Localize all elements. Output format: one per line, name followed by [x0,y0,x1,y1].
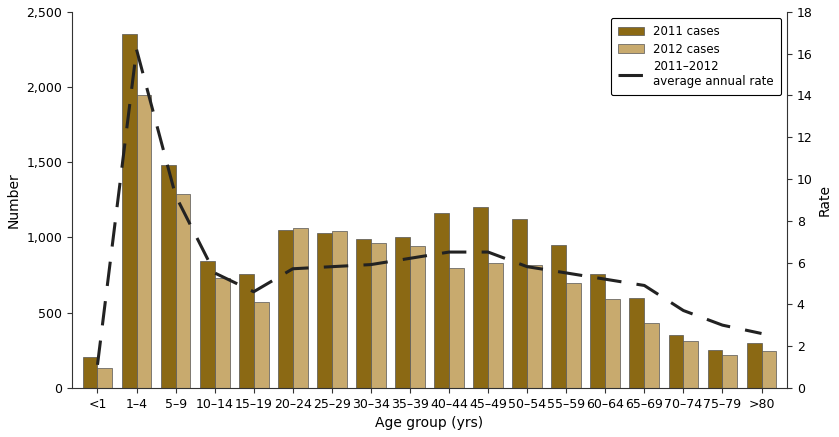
Bar [200,261,215,388]
Bar [707,350,722,388]
Legend: 2011 cases, 2012 cases, 2011–2012
average annual rate: 2011 cases, 2012 cases, 2011–2012 averag… [611,18,781,95]
Bar [527,264,542,388]
Bar [435,213,449,388]
Bar [722,355,737,388]
Bar [669,335,684,388]
Bar [97,368,112,388]
Bar [605,299,620,388]
Bar [644,323,659,388]
Bar [278,230,293,388]
Y-axis label: Number: Number [7,172,21,228]
Bar [83,357,97,388]
Bar [551,245,566,388]
Bar [566,283,581,388]
Bar [137,95,151,388]
Bar [488,263,503,388]
Bar [629,298,644,388]
Bar [473,208,488,388]
Bar [293,229,308,388]
Bar [175,194,190,388]
Bar [215,278,230,388]
Bar [317,233,332,388]
Y-axis label: Rate: Rate [818,184,832,216]
Bar [449,267,464,388]
X-axis label: Age group (yrs): Age group (yrs) [375,416,483,430]
Bar [410,246,425,388]
Bar [684,341,698,388]
Bar [747,343,762,388]
Bar [395,237,410,388]
Bar [122,35,137,388]
Bar [239,274,253,388]
Bar [762,351,776,388]
Bar [332,232,347,388]
Bar [513,219,527,388]
Bar [161,165,175,388]
Bar [356,239,371,388]
Bar [253,302,268,388]
Bar [371,243,386,388]
Bar [591,274,605,388]
